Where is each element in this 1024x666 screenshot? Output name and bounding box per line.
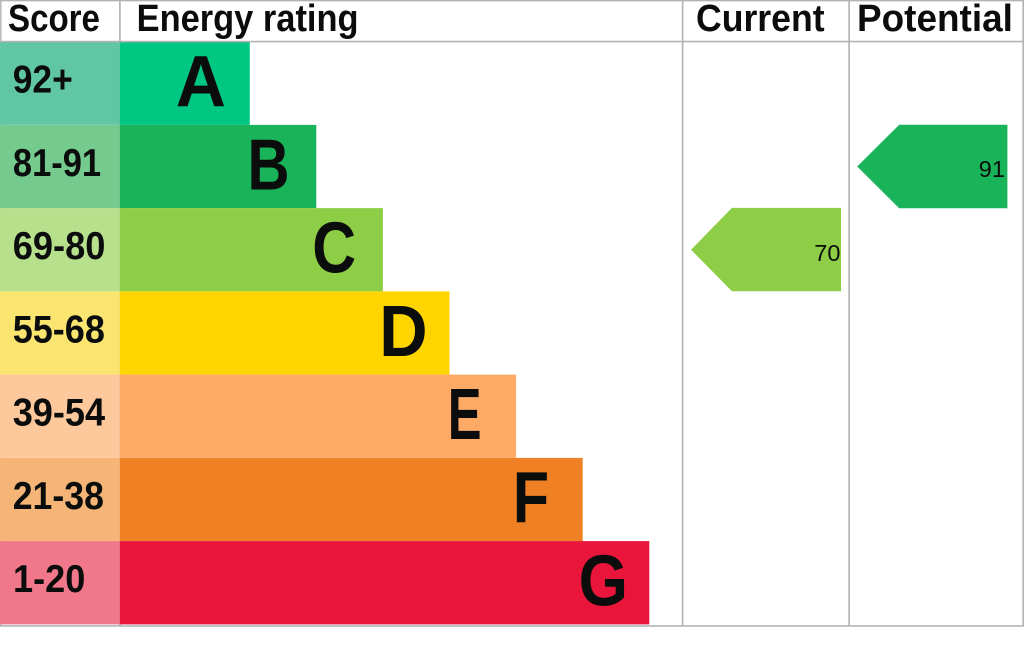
svg-text:D: D [379,291,427,372]
svg-text:Score: Score [8,0,100,40]
svg-text:Current: Current [696,0,825,39]
svg-text:81-91: 81-91 [13,141,101,184]
svg-text:92+: 92+ [13,57,73,101]
svg-text:1-20: 1-20 [13,557,85,600]
svg-text:E: E [448,376,482,456]
svg-text:91: 91 [979,156,1005,182]
svg-text:C: C [312,209,356,289]
svg-text:Energy rating: Energy rating [137,0,359,39]
svg-text:Potential: Potential [857,0,1013,39]
svg-text:70: 70 [814,240,840,266]
svg-text:B: B [248,125,290,205]
svg-text:A: A [176,41,226,121]
svg-text:21-38: 21-38 [13,473,104,517]
svg-text:55-68: 55-68 [13,307,105,350]
svg-text:39-54: 39-54 [13,390,106,433]
svg-text:69-80: 69-80 [13,224,106,267]
svg-text:G: G [579,542,628,622]
svg-text:F: F [513,457,549,538]
